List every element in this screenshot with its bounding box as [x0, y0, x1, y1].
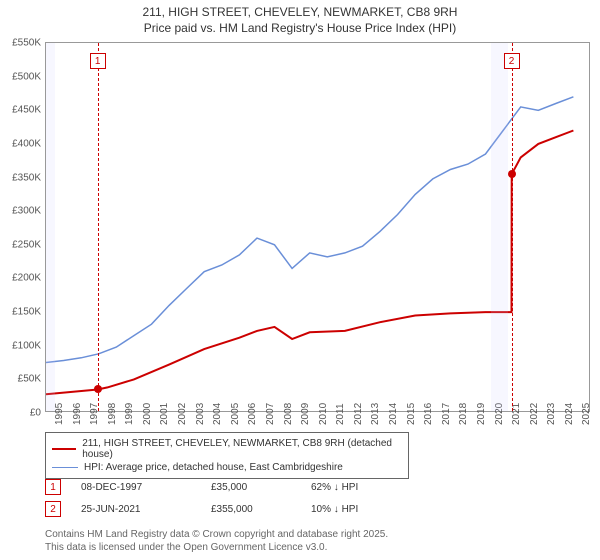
marker-badge: 2 — [45, 501, 61, 517]
footer-line1: Contains HM Land Registry data © Crown c… — [45, 528, 388, 541]
x-tick-label: 2022 — [521, 415, 532, 425]
x-tick-label: 2015 — [398, 415, 409, 425]
event-marker: 1 — [90, 53, 106, 69]
legend-label: HPI: Average price, detached house, East… — [84, 462, 343, 473]
x-tick-label: 1998 — [99, 415, 110, 425]
marker-price: £35,000 — [211, 482, 291, 493]
y-tick-label: £300K — [1, 206, 41, 217]
x-tick-label: 2003 — [187, 415, 198, 425]
chart-svg — [46, 43, 591, 413]
x-tick-label: 2013 — [362, 415, 373, 425]
legend-row: 211, HIGH STREET, CHEVELEY, NEWMARKET, C… — [52, 437, 402, 461]
x-tick-label: 2024 — [556, 415, 567, 425]
x-tick-label: 2010 — [310, 415, 321, 425]
marker-date: 08-DEC-1997 — [81, 482, 191, 493]
y-tick-label: £200K — [1, 273, 41, 284]
event-dot — [94, 385, 102, 393]
title-line1: 211, HIGH STREET, CHEVELEY, NEWMARKET, C… — [0, 4, 600, 20]
event-dot — [508, 170, 516, 178]
x-tick-label: 1997 — [81, 415, 92, 425]
y-tick-label: £550K — [1, 38, 41, 49]
x-tick-label: 2019 — [468, 415, 479, 425]
marker-table: 1 08-DEC-1997 £35,000 62% ↓ HPI 2 25-JUN-2021… — [45, 476, 590, 520]
y-tick-label: £100K — [1, 340, 41, 351]
x-tick-label: 2009 — [292, 415, 303, 425]
x-tick-label: 2007 — [257, 415, 268, 425]
event-line — [512, 43, 513, 411]
marker-row: 2 25-JUN-2021 £355,000 10% ↓ HPI — [45, 498, 590, 520]
x-tick-label: 2012 — [345, 415, 356, 425]
y-tick-label: £0 — [1, 408, 41, 419]
legend: 211, HIGH STREET, CHEVELEY, NEWMARKET, C… — [45, 432, 409, 479]
x-tick-label: 2014 — [380, 415, 391, 425]
x-tick-label: 2018 — [450, 415, 461, 425]
x-tick-label: 1999 — [116, 415, 127, 425]
x-tick-label: 2001 — [151, 415, 162, 425]
x-tick-label: 2000 — [134, 415, 145, 425]
x-tick-label: 2006 — [239, 415, 250, 425]
x-tick-label: 2025 — [573, 415, 584, 425]
marker-delta: 10% ↓ HPI — [311, 504, 358, 515]
y-tick-label: £500K — [1, 71, 41, 82]
plot-area: £0£50K£100K£150K£200K£250K£300K£350K£400… — [45, 42, 590, 412]
legend-swatch — [52, 448, 76, 450]
x-tick-label: 2004 — [204, 415, 215, 425]
y-tick-label: £50K — [1, 374, 41, 385]
title-line2: Price paid vs. HM Land Registry's House … — [0, 20, 600, 36]
y-tick-label: £350K — [1, 172, 41, 183]
x-tick-label: 2008 — [275, 415, 286, 425]
x-tick-label: 2023 — [538, 415, 549, 425]
x-tick-label: 2021 — [503, 415, 514, 425]
x-tick-label: 2011 — [327, 415, 338, 425]
x-tick-label: 1996 — [64, 415, 75, 425]
event-line — [98, 43, 99, 411]
chart-title: 211, HIGH STREET, CHEVELEY, NEWMARKET, C… — [0, 0, 600, 36]
y-tick-label: £150K — [1, 307, 41, 318]
footer-line2: This data is licensed under the Open Gov… — [45, 541, 388, 554]
x-tick-label: 2020 — [486, 415, 497, 425]
y-tick-label: £450K — [1, 105, 41, 116]
x-tick-label: 1995 — [46, 415, 57, 425]
shade-band — [491, 43, 509, 411]
marker-badge: 1 — [45, 479, 61, 495]
footer: Contains HM Land Registry data © Crown c… — [45, 528, 388, 554]
x-tick-label: 2017 — [433, 415, 444, 425]
legend-row: HPI: Average price, detached house, East… — [52, 461, 402, 474]
y-tick-label: £400K — [1, 138, 41, 149]
x-tick-label: 2016 — [415, 415, 426, 425]
legend-swatch — [52, 467, 78, 468]
legend-label: 211, HIGH STREET, CHEVELEY, NEWMARKET, C… — [82, 438, 402, 460]
shade-band — [46, 43, 55, 411]
marker-row: 1 08-DEC-1997 £35,000 62% ↓ HPI — [45, 476, 590, 498]
y-tick-label: £250K — [1, 239, 41, 250]
marker-date: 25-JUN-2021 — [81, 504, 191, 515]
x-tick-label: 2002 — [169, 415, 180, 425]
event-marker: 2 — [504, 53, 520, 69]
chart-area: £0£50K£100K£150K£200K£250K£300K£350K£400… — [45, 42, 590, 412]
marker-delta: 62% ↓ HPI — [311, 482, 358, 493]
marker-price: £355,000 — [211, 504, 291, 515]
x-tick-label: 2005 — [222, 415, 233, 425]
